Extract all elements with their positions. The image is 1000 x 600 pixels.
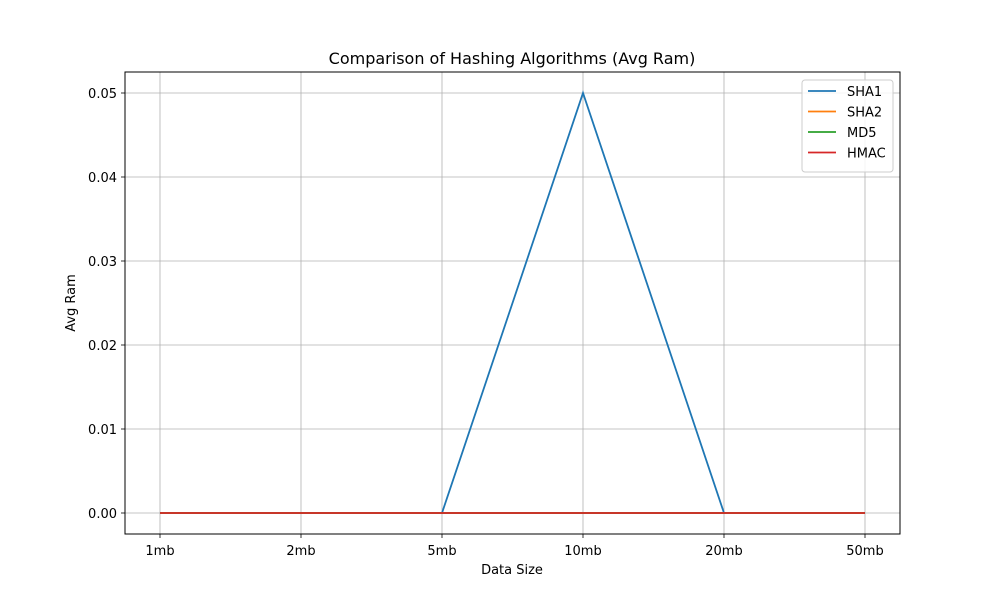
x-tick-label: 50mb xyxy=(846,544,883,559)
y-tick-label: 0.05 xyxy=(88,87,117,102)
legend-label-sha1: SHA1 xyxy=(847,85,882,100)
x-axis-ticks: 1mb 2mb 5mb 10mb 20mb 50mb xyxy=(145,534,884,559)
y-tick-label: 0.03 xyxy=(88,255,117,270)
chart-title: Comparison of Hashing Algorithms (Avg Ra… xyxy=(329,49,696,68)
legend-box xyxy=(801,79,894,173)
y-tick-label: 0.02 xyxy=(88,339,117,354)
x-tick-label: 2mb xyxy=(286,544,315,559)
x-axis-label: Data Size xyxy=(481,563,543,578)
y-tick-label: 0.04 xyxy=(88,171,117,186)
y-axis-ticks: 0.00 0.01 0.02 0.03 0.04 0.05 xyxy=(88,87,125,522)
legend-label-sha2: SHA2 xyxy=(847,106,882,121)
y-tick-label: 0.01 xyxy=(88,423,117,438)
y-tick-label: 0.00 xyxy=(88,507,117,522)
legend-label-hmac: HMAC xyxy=(847,147,886,162)
x-tick-label: 10mb xyxy=(564,544,601,559)
legend-label-md5: MD5 xyxy=(847,126,877,141)
x-tick-label: 1mb xyxy=(145,544,174,559)
plot-frame xyxy=(124,71,901,535)
legend: SHA1 SHA2 MD5 HMAC xyxy=(801,79,894,173)
series-line-sha1 xyxy=(441,90,725,514)
y-axis-label: Avg Ram xyxy=(64,274,79,332)
x-tick-label: 5mb xyxy=(427,544,456,559)
x-tick-label: 20mb xyxy=(705,544,742,559)
series-lines xyxy=(160,90,865,514)
